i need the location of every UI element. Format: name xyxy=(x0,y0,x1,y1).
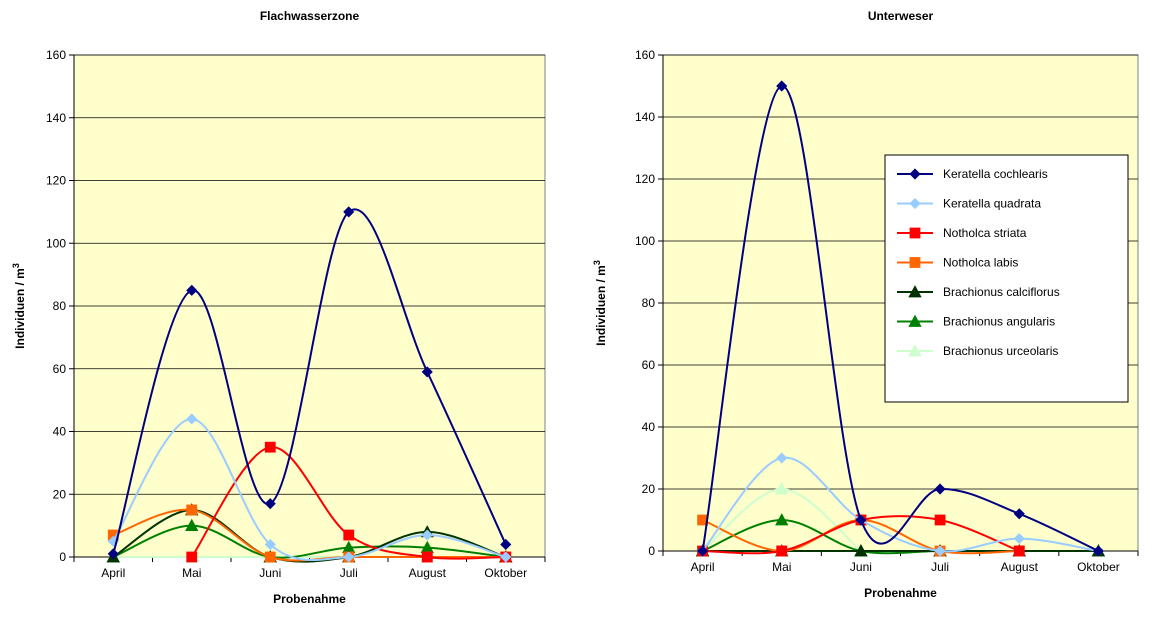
flachwasserzone-series-notholca-striata-point-juni xyxy=(264,441,276,453)
unterweser-y-axis-label: Individuen / m3 xyxy=(592,260,608,346)
chart-svg-flachwasserzone: Flachwasserzone 0 20 40 60 80 100 120 140 160 Apri… xyxy=(11,9,546,606)
flachwasserzone-series-brachionus-angularis-point-mai xyxy=(185,518,199,532)
unterweser-series-brachionus-urceolaris-point-mai xyxy=(775,482,789,495)
flachwasserzone-title: Flachwasserzone xyxy=(260,9,360,23)
flachwasserzone-xtick-label-mai: Mai xyxy=(182,566,201,580)
flachwasserzone-ytick-label-60: 60 xyxy=(53,362,67,376)
flachwasserzone-series-keratella-quadrata-point-juli xyxy=(343,551,355,563)
chart-svg-unterweser: Unterweser 0 20 40 60 80 100 120 140 160 April Mai J… xyxy=(592,9,1139,600)
unterweser-series-keratella-cochlearis-point-oktober xyxy=(1092,545,1104,557)
unterweser-series-keratella-cochlearis-point-april xyxy=(697,545,709,557)
chart-unterweser: Unterweser 0 20 40 60 80 100 120 140 160 April Mai J… xyxy=(578,0,1153,619)
unterweser-series-keratella-quadrata-point-mai xyxy=(776,452,788,464)
unterweser-legend-brachionus-angularis-label: Brachionus angularis xyxy=(943,315,1055,329)
unterweser-xtick-label-juli: Juli xyxy=(931,560,949,574)
flachwasserzone-xtick-label-juli: Juli xyxy=(340,566,358,580)
unterweser-x-axis-label: Probenahme xyxy=(864,586,937,600)
flachwasserzone-series-notholca-striata-line xyxy=(190,446,506,560)
unterweser-title: Unterweser xyxy=(868,9,934,23)
flachwasserzone-series-keratella-quadrata-point-oktober xyxy=(500,551,512,563)
chart-flachwasserzone: Flachwasserzone 0 20 40 60 80 100 120 140 160 Apri… xyxy=(0,0,560,619)
flachwasserzone-series-notholca-striata-point-august xyxy=(421,551,433,563)
unterweser-xtick-label-august: August xyxy=(1001,560,1039,574)
unterweser-legend-brachionus-angularis-swatch-marker xyxy=(908,314,922,327)
unterweser-ytick-label-80: 80 xyxy=(642,296,656,310)
unterweser-ytick-label-100: 100 xyxy=(635,234,655,248)
unterweser-series-brachionus-calciflorus-point-juni xyxy=(854,544,868,557)
unterweser-series-keratella-cochlearis-line xyxy=(701,85,1099,552)
flachwasserzone-series-keratella-cochlearis-point-april xyxy=(107,548,119,560)
flachwasserzone-series-notholca-labis-point-juni xyxy=(264,551,276,563)
unterweser-series-notholca-striata-point-juli xyxy=(934,514,946,526)
flachwasserzone-ytick-label-160: 160 xyxy=(46,48,66,62)
flachwasserzone-ytick-label-80: 80 xyxy=(53,299,67,313)
flachwasserzone-series-keratella-quadrata-point-mai xyxy=(186,413,198,425)
unterweser-xtick-label-april: April xyxy=(691,560,715,574)
flachwasserzone-series-notholca-labis-point-mai xyxy=(186,504,198,516)
unterweser-legend-keratella-cochlearis-label: Keratella cochlearis xyxy=(943,167,1048,181)
unterweser-legend-keratella-quadrata-swatch-marker xyxy=(909,197,921,210)
unterweser-series-keratella-cochlearis-point-juli xyxy=(934,483,946,495)
unterweser-series-notholca-striata-point-mai xyxy=(776,545,788,557)
unterweser-legend-brachionus-urceolaris-swatch-marker xyxy=(908,344,922,357)
unterweser-ytick-label-60: 60 xyxy=(642,358,656,372)
unterweser-ytick-label-160: 160 xyxy=(635,48,655,62)
flachwasserzone-series-notholca-striata-point-mai xyxy=(186,551,198,563)
flachwasserzone-xtick-label-august: August xyxy=(409,566,447,580)
flachwasserzone-series-brachionus-calciflorus-line xyxy=(112,508,507,563)
unterweser-series-brachionus-angularis-point-mai xyxy=(775,513,789,526)
unterweser-legend xyxy=(884,154,1129,403)
unterweser-series-keratella-quadrata-point-august xyxy=(1013,533,1025,545)
unterweser-xtick-label-juni: Juni xyxy=(850,560,872,574)
flachwasserzone-series-keratella-quadrata-point-juni xyxy=(264,538,276,551)
flachwasserzone-series-notholca-striata-point-juli xyxy=(343,529,355,541)
unterweser-legend-notholca-striata-swatch-marker xyxy=(909,227,921,239)
unterweser-legend-brachionus-urceolaris-label: Brachionus urceolaris xyxy=(943,344,1058,358)
flachwasserzone-x-axis-label: Probenahme xyxy=(273,592,346,606)
unterweser-legend-keratella-quadrata-label: Keratella quadrata xyxy=(943,197,1041,211)
unterweser-legend-notholca-striata-label: Notholca striata xyxy=(943,226,1027,240)
flachwasserzone-xtick-label-juni: Juni xyxy=(259,566,281,580)
flachwasserzone-y-axis-label: Individuen / m3 xyxy=(11,263,27,349)
flachwasserzone-ytick-label-120: 120 xyxy=(46,174,66,188)
flachwasserzone-ytick-label-20: 20 xyxy=(53,487,67,501)
unterweser-ytick-label-120: 120 xyxy=(635,172,655,186)
flachwasserzone-xtick-label-april: April xyxy=(101,566,125,580)
flachwasserzone-series-keratella-cochlearis-point-juni xyxy=(264,498,276,510)
unterweser-series-keratella-quadrata-point-juli xyxy=(934,545,946,557)
unterweser-ytick-label-40: 40 xyxy=(642,420,656,434)
flachwasserzone-ytick-label-100: 100 xyxy=(46,236,66,250)
flachwasserzone-xtick-label-oktober: Oktober xyxy=(484,566,527,580)
flachwasserzone-series-keratella-quadrata-point-august xyxy=(421,529,433,541)
unterweser-series-notholca-striata-point-august xyxy=(1013,545,1025,557)
flachwasserzone-series-keratella-cochlearis-point-juli xyxy=(343,206,355,218)
flachwasserzone-series-keratella-cochlearis-point-oktober xyxy=(500,538,512,551)
flachwasserzone-series-keratella-cochlearis-point-mai xyxy=(186,284,198,296)
flachwasserzone-series-keratella-cochlearis-point-august xyxy=(421,366,433,378)
unterweser-xtick-label-mai: Mai xyxy=(772,560,791,574)
unterweser-legend-brachionus-calciflorus-label: Brachionus calciflorus xyxy=(943,285,1060,299)
flachwasserzone-ytick-label-0: 0 xyxy=(59,550,66,564)
unterweser-ytick-label-0: 0 xyxy=(648,544,655,558)
unterweser-ytick-label-140: 140 xyxy=(635,110,655,124)
flachwasserzone-ytick-label-40: 40 xyxy=(53,425,67,439)
unterweser-series-keratella-cochlearis-point-juni xyxy=(855,514,867,526)
unterweser-ytick-label-20: 20 xyxy=(642,482,656,496)
unterweser-legend-keratella-cochlearis-swatch-marker xyxy=(909,168,921,180)
unterweser-series-keratella-cochlearis-point-august xyxy=(1013,508,1025,520)
unterweser-legend-brachionus-calciflorus-swatch-marker xyxy=(908,285,922,298)
unterweser-legend-notholca-labis-label: Notholca labis xyxy=(943,256,1018,270)
unterweser-xtick-label-oktober: Oktober xyxy=(1077,560,1120,574)
unterweser-legend-notholca-labis-swatch-marker xyxy=(909,257,921,268)
unterweser-series-keratella-cochlearis-point-mai xyxy=(776,80,788,92)
flachwasserzone-ytick-label-140: 140 xyxy=(46,111,66,125)
